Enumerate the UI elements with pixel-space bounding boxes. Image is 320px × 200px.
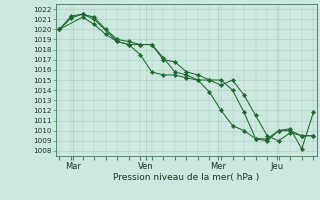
X-axis label: Pression niveau de la mer( hPa ): Pression niveau de la mer( hPa ) [113,173,260,182]
